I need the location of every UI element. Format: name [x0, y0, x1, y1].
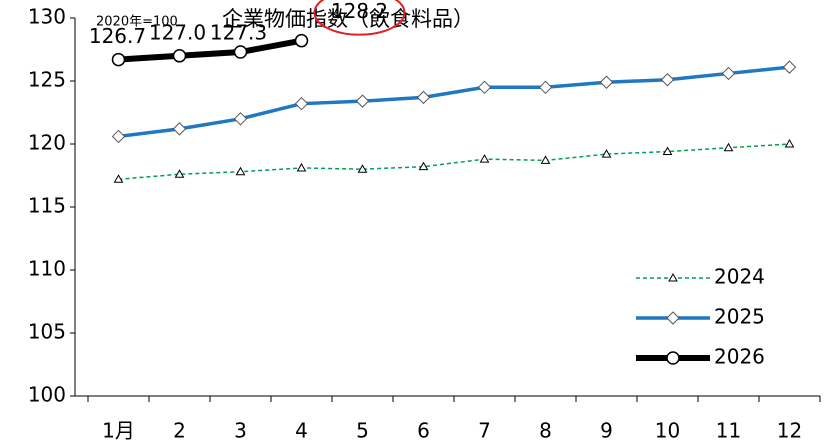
data-point — [416, 90, 431, 105]
data-point — [113, 174, 124, 183]
y-tick-label: 130 — [28, 5, 66, 29]
y-tick-label: 120 — [28, 131, 66, 155]
series-line — [118, 65, 790, 139]
data-point — [296, 162, 307, 172]
data-point — [662, 146, 673, 156]
data-point — [540, 155, 551, 164]
data-point — [782, 60, 797, 74]
x-tick-label: 7 — [478, 419, 491, 443]
data-point — [357, 164, 368, 173]
highlight-ellipse — [313, 0, 406, 36]
data-point — [172, 122, 187, 136]
data-point — [294, 33, 309, 48]
y-tick-label: 115 — [28, 194, 66, 218]
data-point — [355, 94, 370, 108]
legend-label: 2026 — [714, 345, 765, 369]
value-label: 127.3 — [210, 21, 267, 45]
data-point — [418, 161, 429, 171]
value-label: 128.2 — [331, 0, 388, 23]
data-point — [111, 129, 126, 144]
data-point — [784, 138, 795, 148]
x-tick-label: 10 — [655, 419, 680, 443]
legend-label: 2025 — [714, 305, 765, 329]
x-tick-label: 9 — [600, 419, 613, 443]
series-line — [118, 143, 790, 181]
value-label: 127.0 — [149, 20, 206, 44]
data-point — [479, 154, 490, 163]
annotation: 2020年=100 — [96, 15, 178, 30]
data-point — [111, 52, 126, 67]
x-tick-label: 11 — [716, 419, 741, 443]
legend-label: 2024 — [714, 265, 765, 289]
data-point — [601, 149, 612, 158]
data-point — [235, 166, 246, 176]
data-point — [477, 80, 492, 95]
data-point — [599, 75, 614, 89]
y-tick-label: 105 — [28, 320, 66, 344]
legend-marker — [666, 311, 680, 325]
x-tick-label: 4 — [295, 419, 308, 443]
x-tick-label: 8 — [539, 419, 552, 443]
data-point — [660, 73, 675, 87]
data-point — [294, 96, 309, 111]
data-point — [723, 142, 734, 152]
x-tick-label: 6 — [417, 419, 430, 443]
y-tick-label: 110 — [28, 257, 66, 281]
data-point — [233, 45, 248, 59]
x-tick-label: 3 — [234, 419, 247, 443]
y-tick-label: 100 — [28, 383, 66, 407]
x-tick-label: 1月 — [102, 419, 135, 443]
chart-title: 企業物価指数（飲食料品） — [222, 7, 474, 31]
x-tick-label: 12 — [777, 419, 802, 443]
x-tick-label: 5 — [356, 419, 369, 443]
data-point — [538, 80, 553, 95]
legend-marker — [666, 351, 680, 365]
data-point — [172, 49, 187, 63]
data-point — [721, 66, 736, 81]
y-tick-label: 125 — [28, 68, 66, 92]
series-line — [118, 37, 303, 63]
x-tick-label: 2 — [173, 419, 186, 443]
data-point — [233, 112, 248, 126]
data-point — [174, 169, 185, 178]
value-label: 126.7 — [89, 24, 146, 48]
legend-marker — [668, 272, 678, 282]
